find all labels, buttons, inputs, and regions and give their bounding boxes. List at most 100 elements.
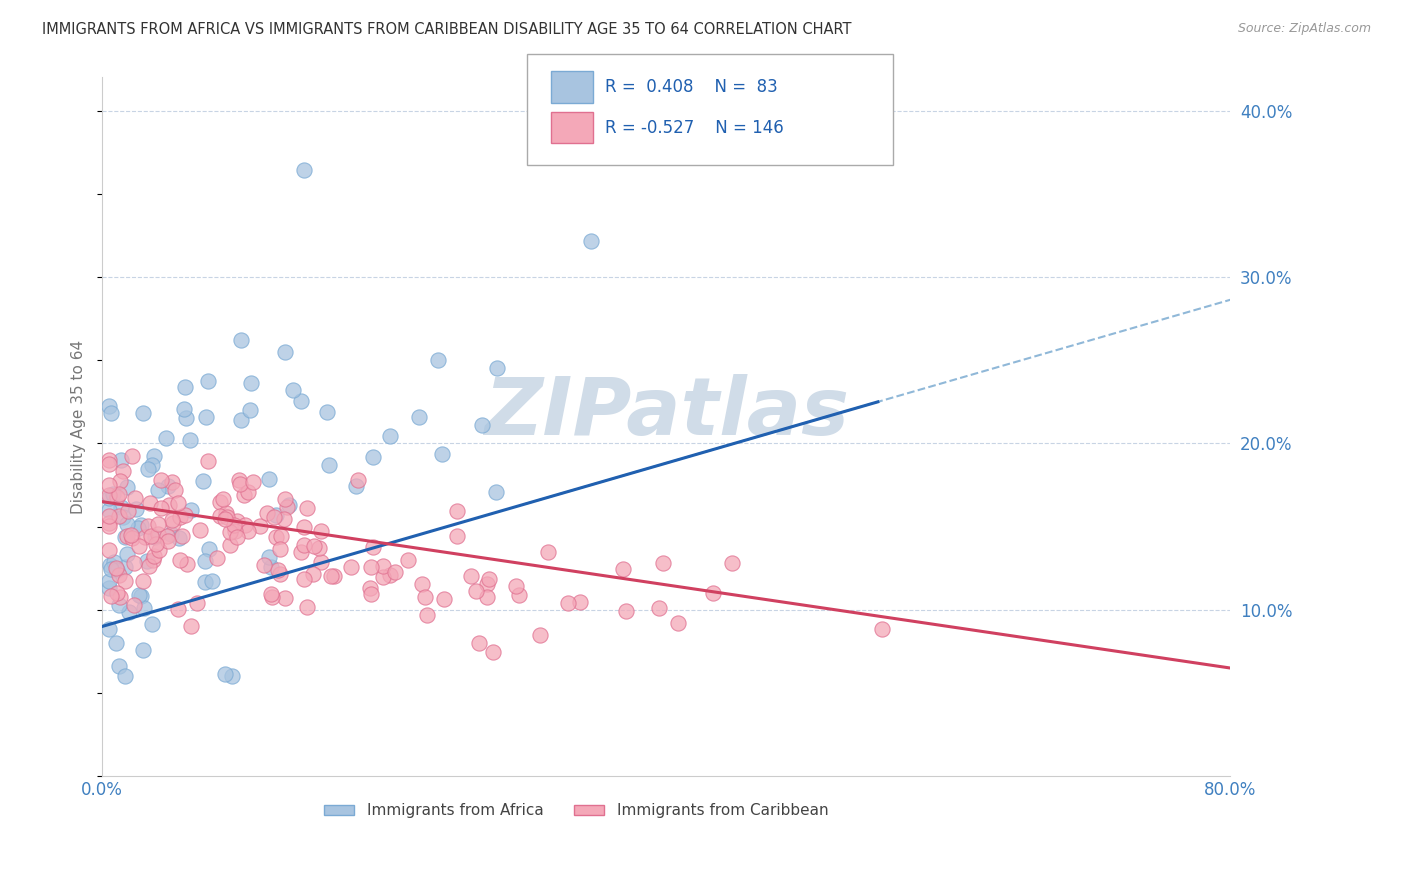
Point	[98, 478, 121, 492]
Point	[108, 475, 131, 489]
Point	[304, 539, 326, 553]
Point	[347, 473, 370, 487]
Point	[98, 582, 121, 596]
Point	[143, 549, 166, 564]
Point	[194, 554, 217, 568]
Point	[311, 524, 333, 539]
Point	[233, 518, 256, 533]
Point	[105, 586, 128, 600]
Point	[128, 540, 150, 554]
Point	[221, 669, 243, 683]
Point	[468, 636, 491, 650]
Point	[146, 516, 169, 531]
Point	[214, 667, 236, 681]
Point	[179, 433, 201, 447]
Point	[260, 587, 283, 601]
Point	[529, 628, 551, 642]
Point	[616, 604, 638, 618]
Point	[359, 581, 381, 595]
Point	[360, 560, 382, 574]
Point	[340, 560, 363, 574]
Point	[309, 555, 332, 569]
Point	[197, 454, 219, 468]
Point	[141, 458, 163, 472]
Point	[105, 560, 128, 574]
Point	[201, 574, 224, 588]
Point	[579, 234, 602, 248]
Point	[114, 560, 136, 574]
Point	[217, 509, 239, 524]
Point	[273, 511, 295, 525]
Point	[128, 588, 150, 602]
Point	[98, 508, 121, 523]
Point	[319, 568, 342, 582]
Point	[323, 568, 346, 582]
Point	[396, 553, 419, 567]
Point	[224, 524, 246, 538]
Point	[478, 572, 501, 586]
Point	[612, 562, 634, 576]
Point	[257, 550, 280, 565]
Point	[138, 495, 160, 509]
Point	[702, 586, 724, 600]
Point	[98, 399, 121, 413]
Point	[721, 556, 744, 570]
Point	[233, 488, 256, 502]
Point	[194, 410, 217, 425]
Point	[114, 574, 136, 589]
Point	[537, 544, 560, 558]
Point	[568, 595, 591, 609]
Point	[264, 530, 287, 544]
Point	[108, 487, 131, 501]
Text: Source: ZipAtlas.com: Source: ZipAtlas.com	[1237, 22, 1371, 36]
Point	[666, 616, 689, 631]
Point	[361, 541, 384, 555]
Point	[433, 591, 456, 606]
Point	[464, 584, 486, 599]
Point	[98, 622, 121, 636]
Point	[117, 504, 139, 518]
Point	[208, 509, 231, 524]
Point	[108, 658, 131, 673]
Point	[166, 496, 188, 510]
Point	[150, 500, 173, 515]
Point	[100, 589, 122, 603]
Point	[125, 502, 148, 516]
Point	[215, 507, 238, 521]
Point	[318, 458, 340, 472]
Point	[107, 568, 129, 582]
Point	[157, 533, 180, 548]
Point	[132, 643, 155, 657]
Point	[174, 411, 197, 425]
Point	[148, 543, 170, 558]
Point	[274, 591, 297, 605]
Point	[471, 418, 494, 433]
Point	[426, 352, 449, 367]
Point	[103, 555, 125, 569]
Point	[98, 558, 121, 572]
Point	[180, 502, 202, 516]
Point	[205, 551, 228, 566]
Point	[229, 476, 252, 491]
Point	[292, 538, 315, 552]
Point	[98, 491, 121, 505]
Point	[219, 524, 242, 539]
Point	[198, 541, 221, 556]
Point	[481, 645, 503, 659]
Point	[371, 570, 394, 584]
Point	[209, 495, 232, 509]
Point	[105, 636, 128, 650]
Point	[112, 510, 135, 524]
Point	[264, 508, 287, 522]
Point	[239, 376, 262, 390]
Point	[169, 531, 191, 545]
Point	[142, 449, 165, 463]
Point	[292, 572, 315, 586]
Point	[260, 590, 283, 604]
Point	[124, 491, 146, 505]
Point	[378, 429, 401, 443]
Point	[212, 491, 235, 506]
Point	[108, 509, 131, 524]
Point	[295, 599, 318, 614]
Point	[222, 518, 245, 533]
